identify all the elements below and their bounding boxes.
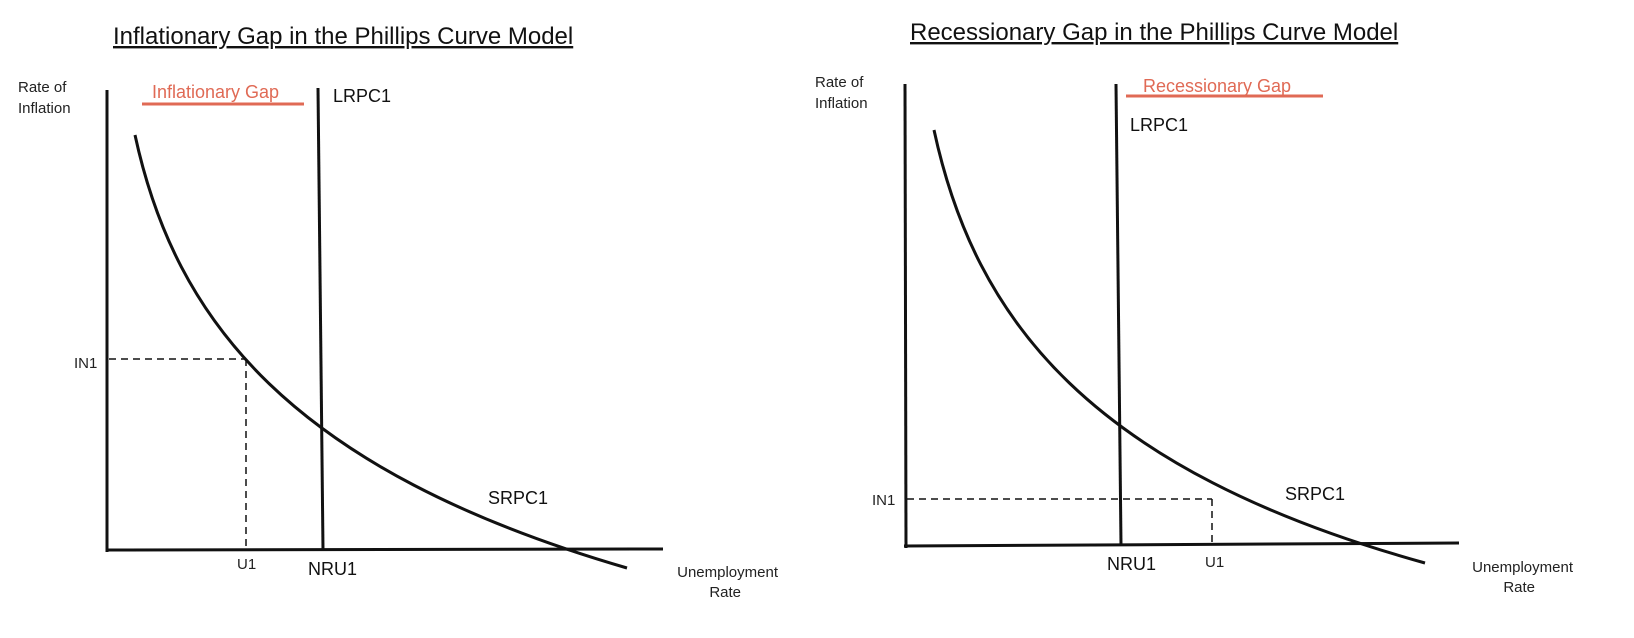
recessionary-gap-diagram: Recessionary Gap in the Phillips Curve M…: [815, 19, 1574, 596]
y-axis-label-line2: Inflation: [18, 100, 71, 117]
inflationary-gap-diagram: Inflationary Gap in the Phillips Curve M…: [18, 23, 779, 601]
lrpc-label: LRPC1: [333, 86, 391, 106]
srpc-curve: [133, 134, 628, 570]
lrpc-line: [1114, 83, 1123, 546]
srpc-label: SRPC1: [488, 488, 548, 508]
u1-label: U1: [237, 556, 256, 573]
nru1-label: NRU1: [308, 559, 357, 579]
in1-label: IN1: [74, 355, 97, 372]
y-axis: [903, 83, 908, 549]
diagram-title: Inflationary Gap in the Phillips Curve M…: [113, 23, 573, 50]
y-axis-label-line1: Rate of: [815, 74, 864, 91]
x-axis-label-line1: Unemployment: [1472, 559, 1574, 576]
srpc-curve: [932, 129, 1426, 565]
x-axis-label-line2: Rate: [709, 584, 741, 601]
x-axis: [903, 541, 1460, 548]
diagram-title: Recessionary Gap in the Phillips Curve M…: [910, 19, 1398, 46]
x-axis-label-line1: Unemployment: [677, 564, 779, 581]
y-axis-label-line2: Inflation: [815, 95, 868, 112]
x-axis: [105, 547, 664, 552]
y-axis-label-line1: Rate of: [18, 79, 67, 96]
u1-label: U1: [1205, 554, 1224, 571]
srpc-label: SRPC1: [1285, 484, 1345, 504]
gap-label: Recessionary Gap: [1143, 76, 1291, 96]
lrpc-line: [316, 87, 325, 551]
x-axis-label-line2: Rate: [1503, 579, 1535, 596]
lrpc-label: LRPC1: [1130, 115, 1188, 135]
in1-label: IN1: [872, 492, 895, 509]
gap-label: Inflationary Gap: [152, 82, 279, 102]
nru1-label: NRU1: [1107, 554, 1156, 574]
